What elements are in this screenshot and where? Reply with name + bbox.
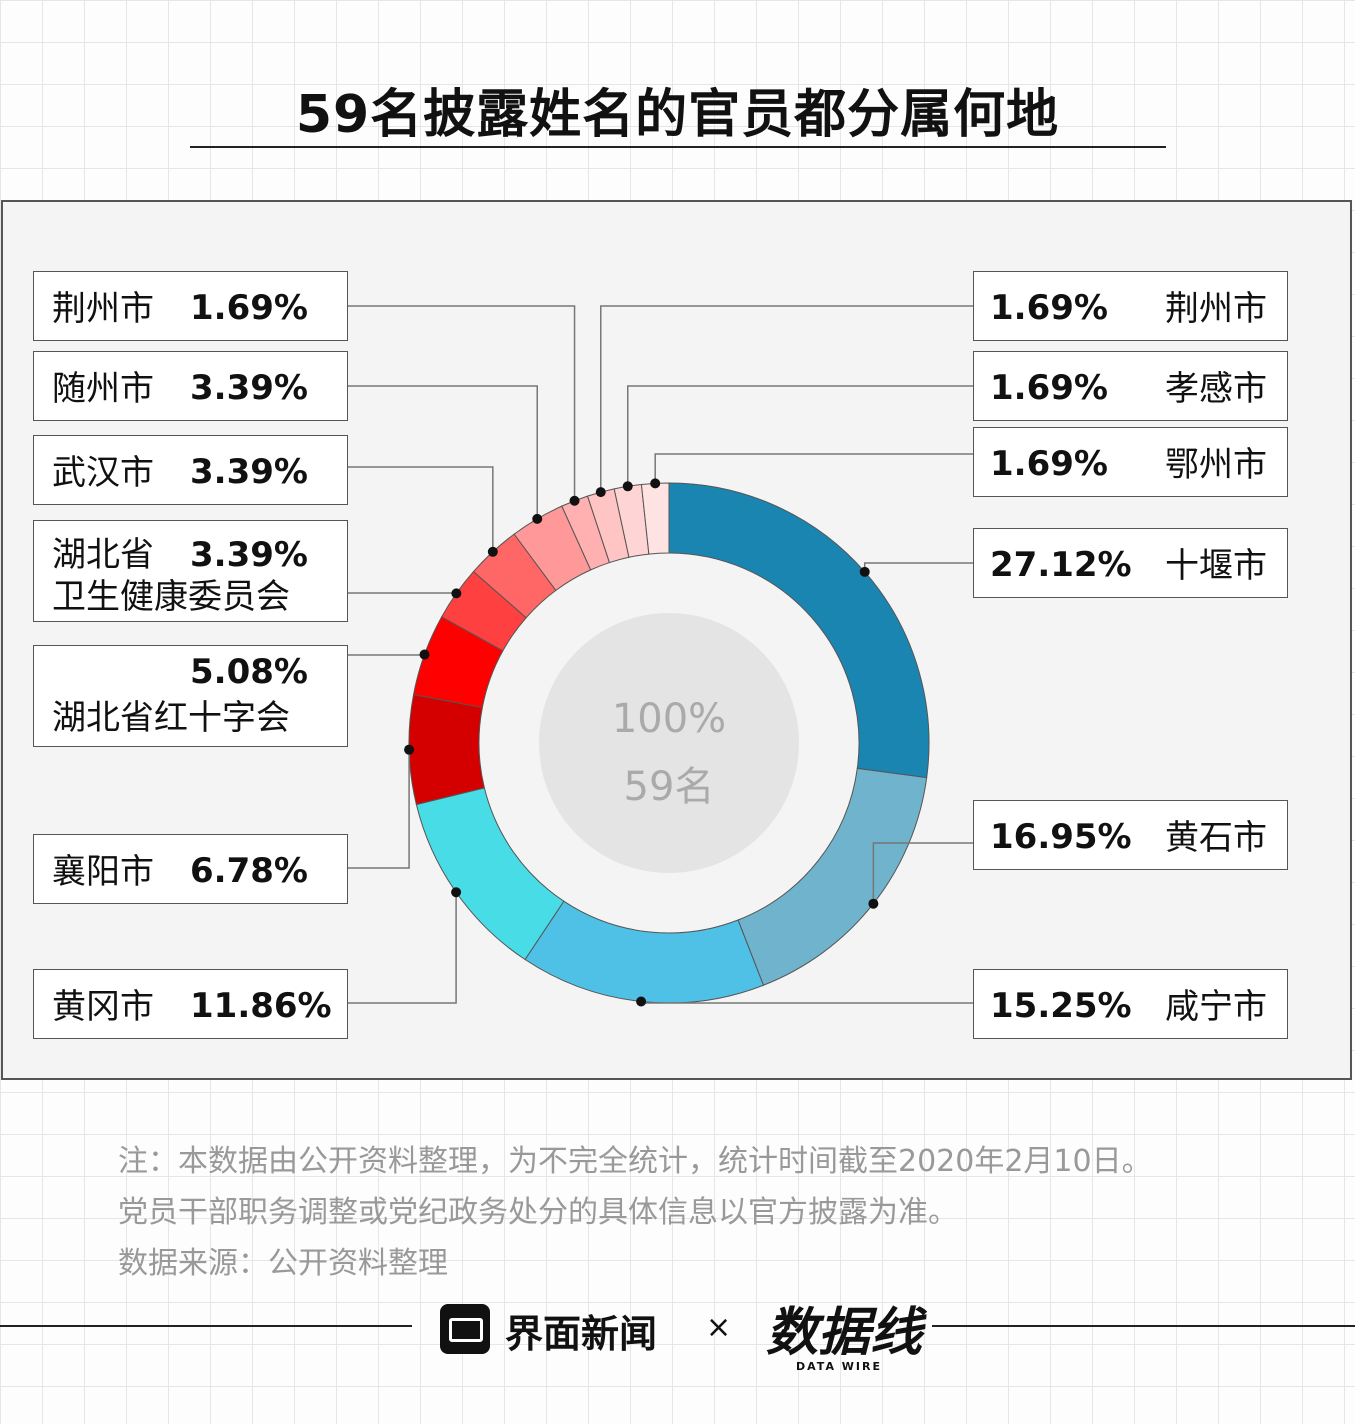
leader-line xyxy=(348,466,494,552)
label-percent: 3.39% xyxy=(190,368,308,408)
label-name: 孝感市 xyxy=(1165,369,1267,409)
leader-line xyxy=(872,842,973,904)
center-total-percent: 100% xyxy=(611,696,727,742)
label-name: 武汉市 xyxy=(52,453,154,493)
leader-dot xyxy=(451,887,462,898)
leader-line xyxy=(600,305,973,493)
label-name: 襄阳市 xyxy=(52,852,154,892)
times-sign: × xyxy=(706,1310,732,1345)
label-percent: 16.95% xyxy=(990,817,1132,857)
label-name-line2: 卫生健康委员会 xyxy=(52,577,290,617)
label-jingzhou-right: 1.69% 荆州市 xyxy=(973,271,1288,341)
label-name-line1: 湖北省 xyxy=(52,535,154,575)
leader-dot xyxy=(636,996,647,1007)
leader-line xyxy=(627,385,973,487)
label-name: 随州市 xyxy=(52,369,154,409)
label-name: 黄石市 xyxy=(1165,818,1267,858)
center-total-count: 59名 xyxy=(623,764,715,810)
label-health-commission: 湖北省 卫生健康委员会 3.39% xyxy=(33,520,348,622)
leader-dot xyxy=(404,744,415,755)
center-disc xyxy=(539,613,799,873)
label-name: 荆州市 xyxy=(52,289,154,329)
label-name: 鄂州市 xyxy=(1165,445,1267,485)
brand-data-wire: 数据线 xyxy=(766,1303,923,1363)
leader-dot xyxy=(419,649,430,660)
footer-rule-left xyxy=(0,1325,412,1327)
label-percent: 1.69% xyxy=(990,444,1108,484)
source-line: 数据来源：公开资料整理 xyxy=(118,1246,448,1281)
leader-line xyxy=(654,453,973,484)
leader-dot xyxy=(859,566,870,577)
label-percent: 6.78% xyxy=(190,851,308,891)
label-percent: 15.25% xyxy=(990,986,1132,1026)
leader-line xyxy=(348,749,410,869)
label-name: 荆州市 xyxy=(1165,289,1267,329)
leader-dot xyxy=(487,546,498,557)
label-percent: 3.39% xyxy=(190,452,308,492)
leader-line xyxy=(348,305,576,501)
label-percent: 1.69% xyxy=(990,288,1108,328)
leader-dot xyxy=(532,513,543,524)
note-line-2: 党员干部职务调整或党纪政务处分的具体信息以官方披露为准。 xyxy=(118,1195,958,1230)
label-name: 咸宁市 xyxy=(1165,987,1267,1027)
donut-slice xyxy=(415,787,565,961)
label-name: 黄冈市 xyxy=(52,987,154,1027)
footer-rule-right xyxy=(932,1325,1355,1327)
label-percent: 11.86% xyxy=(190,986,332,1026)
leader-line xyxy=(863,562,973,572)
label-name: 湖北省红十字会 xyxy=(52,698,290,738)
leader-dot xyxy=(595,487,606,498)
label-percent: 1.69% xyxy=(990,368,1108,408)
leader-dot xyxy=(650,478,661,489)
donut-slice xyxy=(524,900,765,1004)
title-underline xyxy=(190,146,1166,148)
leader-dot xyxy=(868,898,879,909)
jiemian-logo-icon xyxy=(440,1304,490,1354)
label-red-cross: 5.08% 湖北省红十字会 xyxy=(33,645,348,747)
brand-data-wire-sub: DATA WIRE xyxy=(796,1360,882,1373)
brand-jiemian: 界面新闻 xyxy=(505,1312,658,1356)
label-xianning: 15.25% 咸宁市 xyxy=(973,969,1288,1039)
donut-slice xyxy=(408,693,485,806)
label-name: 十堰市 xyxy=(1165,546,1267,586)
label-percent: 5.08% xyxy=(190,652,308,692)
label-shiyan: 27.12% 十堰市 xyxy=(973,528,1288,598)
leader-lines xyxy=(348,305,973,1007)
leader-line xyxy=(348,892,457,1004)
label-huangshi: 16.95% 黄石市 xyxy=(973,800,1288,870)
chart-title: 59名披露姓名的官员都分属何地 xyxy=(295,85,1060,145)
label-wuhan: 武汉市 3.39% xyxy=(33,435,348,505)
label-huanggang: 黄冈市 11.86% xyxy=(33,969,348,1039)
leader-line xyxy=(348,385,538,519)
label-suizhou: 随州市 3.39% xyxy=(33,351,348,421)
label-percent: 3.39% xyxy=(190,535,308,575)
label-jingzhou-left: 荆州市 1.69% xyxy=(33,271,348,341)
leader-dot xyxy=(451,588,462,599)
note-line-1: 注：本数据由公开资料整理，为不完全统计，统计时间截至2020年2月10日。 xyxy=(118,1144,1152,1179)
label-xiaogan: 1.69% 孝感市 xyxy=(973,351,1288,421)
donut-slices xyxy=(408,482,930,1004)
label-percent: 27.12% xyxy=(990,545,1132,585)
leader-dot xyxy=(622,481,633,492)
leader-dot xyxy=(569,495,580,506)
label-xiangyang: 襄阳市 6.78% xyxy=(33,834,348,904)
label-percent: 1.69% xyxy=(190,288,308,328)
label-ezhou: 1.69% 鄂州市 xyxy=(973,427,1288,497)
